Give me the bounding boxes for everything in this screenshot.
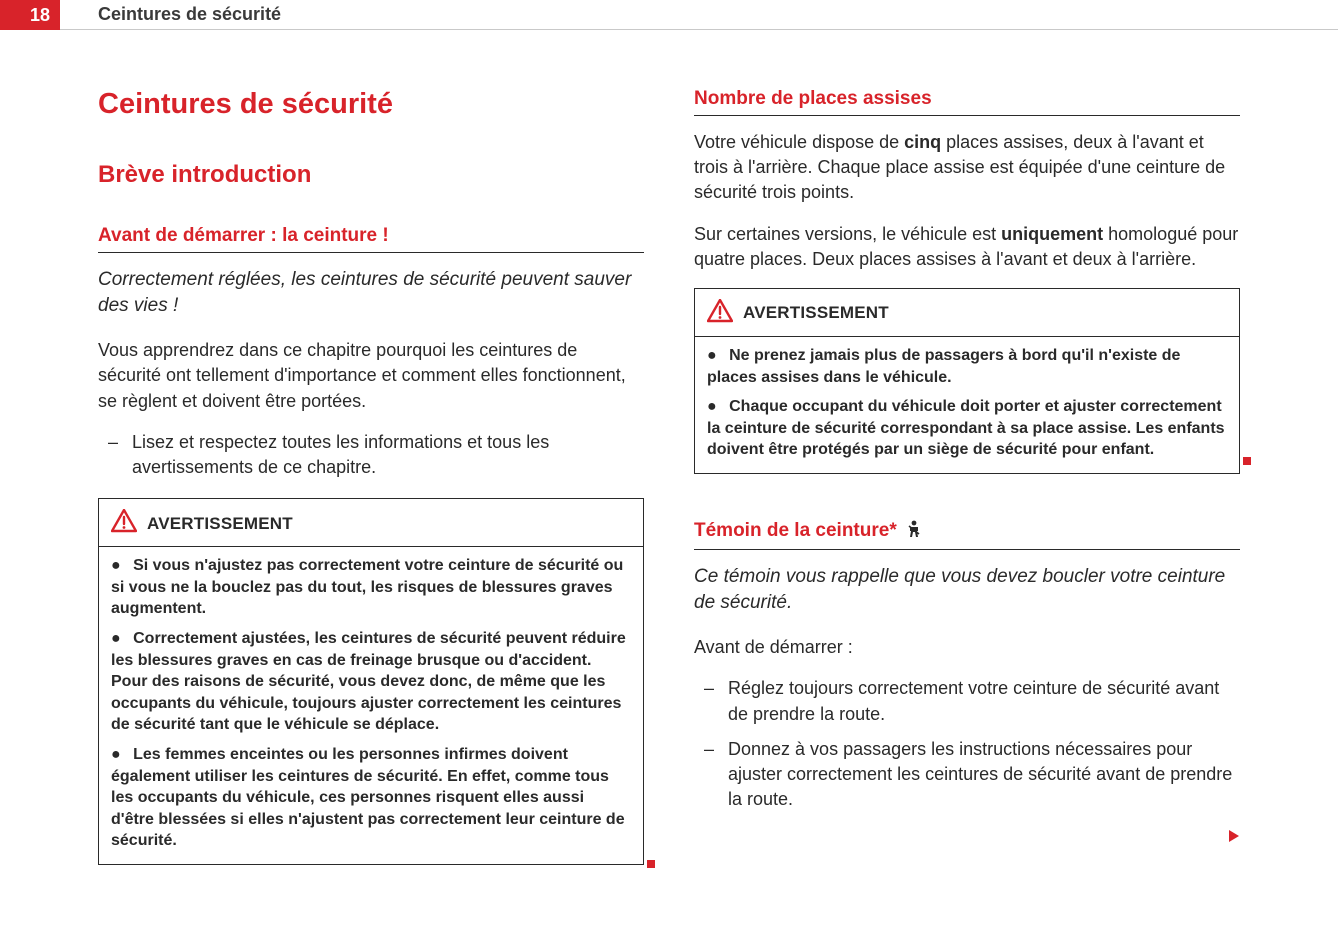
warning-header: AVERTISSEMENT bbox=[695, 289, 1239, 337]
page-header: 18 Ceintures de sécurité bbox=[0, 0, 1338, 30]
warning-body: ● Ne prenez jamais plus de passagers à b… bbox=[695, 337, 1239, 473]
warning-box: AVERTISSEMENT ● Si vous n'ajustez pas co… bbox=[98, 498, 644, 865]
list-item: Réglez toujours correctement votre ceint… bbox=[694, 676, 1240, 726]
right-column: Nombre de places assises Votre véhicule … bbox=[694, 88, 1240, 865]
warning-item: ● Si vous n'ajustez pas correctement vot… bbox=[111, 555, 631, 620]
section-end-marker-icon bbox=[1243, 457, 1251, 465]
warning-item: ● Ne prenez jamais plus de passagers à b… bbox=[707, 345, 1227, 388]
subsection-heading: Témoin de la ceinture* bbox=[694, 520, 1240, 550]
body-text: Votre véhicule dispose de cinq places as… bbox=[694, 130, 1240, 206]
page-number: 18 bbox=[0, 0, 60, 30]
lead-text: Ce témoin vous rappelle que vous devez b… bbox=[694, 564, 1240, 615]
section-heading: Brève introduction bbox=[98, 161, 644, 189]
page: 18 Ceintures de sécurité Ceintures de sé… bbox=[0, 0, 1338, 944]
section-end-marker-icon bbox=[647, 860, 655, 868]
list-item: Lisez et respectez toutes les informatio… bbox=[98, 430, 644, 480]
seatbelt-person-icon bbox=[906, 520, 922, 544]
warning-triangle-icon bbox=[111, 509, 147, 538]
content-columns: Ceintures de sécurité Brève introduction… bbox=[0, 30, 1338, 895]
lead-text: Correctement réglées, les ceintures de s… bbox=[98, 267, 644, 318]
warning-label: AVERTISSEMENT bbox=[743, 303, 889, 323]
warning-header: AVERTISSEMENT bbox=[99, 499, 643, 547]
warning-item: ● Les femmes enceintes ou les personnes … bbox=[111, 744, 631, 852]
list-item: Donnez à vos passagers les instructions … bbox=[694, 737, 1240, 813]
subsection-heading: Nombre de places assises bbox=[694, 88, 1240, 116]
warning-item: ● Correctement ajustées, les ceintures d… bbox=[111, 628, 631, 736]
running-title: Ceintures de sécurité bbox=[60, 0, 1338, 30]
left-column: Ceintures de sécurité Brève introduction… bbox=[98, 88, 644, 865]
body-text: Sur certaines versions, le véhicule est … bbox=[694, 222, 1240, 272]
warning-box: AVERTISSEMENT ● Ne prenez jamais plus de… bbox=[694, 288, 1240, 474]
continue-arrow-icon bbox=[1228, 829, 1240, 848]
body-text: Avant de démarrer : bbox=[694, 635, 1240, 660]
dash-list: Réglez toujours correctement votre ceint… bbox=[694, 676, 1240, 812]
warning-item: ● Chaque occupant du véhicule doit porte… bbox=[707, 396, 1227, 461]
body-text: Vous apprendrez dans ce chapitre pourquo… bbox=[98, 338, 644, 414]
warning-body: ● Si vous n'ajustez pas correctement vot… bbox=[99, 547, 643, 864]
subsection-heading: Avant de démarrer : la ceinture ! bbox=[98, 225, 644, 253]
warning-triangle-icon bbox=[707, 299, 743, 328]
warning-label: AVERTISSEMENT bbox=[147, 514, 293, 534]
dash-list: Lisez et respectez toutes les informatio… bbox=[98, 430, 644, 480]
page-title: Ceintures de sécurité bbox=[98, 88, 644, 121]
